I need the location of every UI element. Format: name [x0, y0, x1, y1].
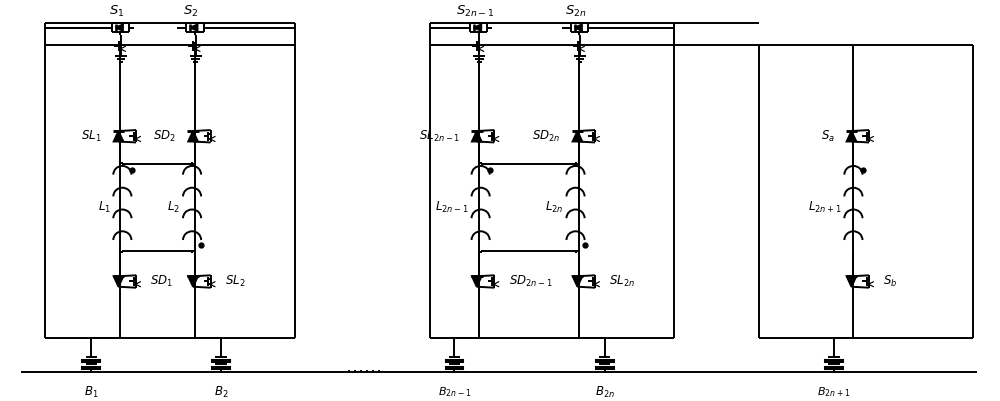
Text: $SL_{2}$: $SL_{2}$: [225, 274, 245, 289]
Text: $SL_{2n}$: $SL_{2n}$: [609, 274, 635, 289]
Text: $S_{a}$: $S_{a}$: [821, 129, 835, 144]
Text: $SD_{2n-1}$: $SD_{2n-1}$: [509, 274, 552, 289]
Text: $B_{2n}$: $B_{2n}$: [595, 385, 615, 400]
Text: $L_{2n}$: $L_{2n}$: [545, 200, 564, 215]
Polygon shape: [472, 276, 482, 287]
Text: $SL_{2n-1}$: $SL_{2n-1}$: [419, 129, 460, 144]
Polygon shape: [116, 24, 123, 31]
Polygon shape: [114, 131, 123, 142]
Text: $S_{2}$: $S_{2}$: [183, 4, 199, 19]
Polygon shape: [573, 131, 582, 142]
Polygon shape: [190, 24, 198, 31]
Polygon shape: [474, 24, 481, 31]
Text: $S_{2n}$: $S_{2n}$: [565, 4, 586, 19]
Text: $L_{2}$: $L_{2}$: [167, 200, 180, 215]
Polygon shape: [847, 131, 856, 142]
Polygon shape: [575, 24, 582, 31]
Polygon shape: [188, 131, 198, 142]
Text: $\cdots\cdots$: $\cdots\cdots$: [345, 362, 380, 380]
Text: $SD_{2n}$: $SD_{2n}$: [532, 129, 561, 144]
Text: $SL_{1}$: $SL_{1}$: [81, 129, 102, 144]
Polygon shape: [573, 276, 582, 287]
Text: $SD_{2}$: $SD_{2}$: [153, 129, 176, 144]
Text: $L_{1}$: $L_{1}$: [98, 200, 111, 215]
Text: $S_{b}$: $S_{b}$: [883, 274, 898, 289]
Polygon shape: [847, 276, 856, 287]
Text: $B_1$: $B_1$: [84, 385, 99, 400]
Text: $S_{1}$: $S_{1}$: [109, 4, 124, 19]
Text: $SD_{1}$: $SD_{1}$: [150, 274, 173, 289]
Text: $L_{2n-1}$: $L_{2n-1}$: [435, 200, 469, 215]
Polygon shape: [188, 276, 198, 287]
Text: $S_{2n-1}$: $S_{2n-1}$: [456, 4, 494, 19]
Text: $B_{2n+1}$: $B_{2n+1}$: [817, 385, 851, 399]
Polygon shape: [472, 131, 482, 142]
Text: $L_{2n+1}$: $L_{2n+1}$: [808, 200, 842, 215]
Text: $B_2$: $B_2$: [214, 385, 228, 400]
Polygon shape: [114, 276, 123, 287]
Text: $B_{2n-1}$: $B_{2n-1}$: [438, 385, 471, 399]
